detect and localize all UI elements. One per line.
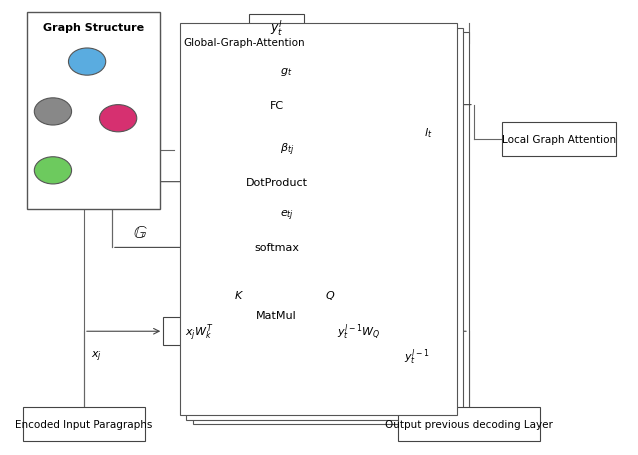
FancyBboxPatch shape [236,90,317,121]
Text: $\mathbb{G}$: $\mathbb{G}$ [133,223,147,241]
Text: $K$: $K$ [234,288,244,300]
FancyBboxPatch shape [501,122,616,156]
Text: $y_t^{l-1}$: $y_t^{l-1}$ [403,347,429,366]
FancyBboxPatch shape [186,29,463,420]
FancyBboxPatch shape [397,407,540,441]
Circle shape [68,49,106,76]
Text: softmax: softmax [254,243,299,253]
FancyBboxPatch shape [236,233,317,263]
Text: Graph Structure: Graph Structure [43,23,144,33]
Text: FC: FC [269,101,283,111]
Text: $y_t^{l-1} W_Q$: $y_t^{l-1} W_Q$ [337,322,380,341]
Text: $g_t$: $g_t$ [279,66,292,77]
Text: Output previous decoding Layer: Output previous decoding Layer [385,419,553,429]
FancyBboxPatch shape [163,318,235,345]
FancyBboxPatch shape [180,24,457,415]
Text: $x_j W_k^T$: $x_j W_k^T$ [184,321,213,342]
Text: $e_{tj}$: $e_{tj}$ [279,208,293,222]
Text: Encoded Input Paragraphs: Encoded Input Paragraphs [15,419,152,429]
FancyBboxPatch shape [193,33,469,424]
Text: $x_j$: $x_j$ [91,349,102,364]
FancyBboxPatch shape [249,15,304,42]
Text: MatMul: MatMul [256,311,297,321]
Text: $\beta_{tj}$: $\beta_{tj}$ [279,141,294,157]
Circle shape [100,106,137,132]
FancyBboxPatch shape [236,300,317,331]
FancyBboxPatch shape [236,167,317,197]
Text: $Q$: $Q$ [325,288,335,301]
Text: $l_t$: $l_t$ [424,126,433,139]
Text: DotProduct: DotProduct [246,177,308,187]
FancyBboxPatch shape [323,318,394,345]
Circle shape [34,157,71,185]
FancyBboxPatch shape [27,13,160,209]
Circle shape [34,99,71,126]
Text: $y_t^l$: $y_t^l$ [270,19,283,38]
Text: Local Graph Attention: Local Graph Attention [502,134,616,144]
FancyBboxPatch shape [24,407,145,441]
Text: Global-Graph-Attention: Global-Graph-Attention [183,38,305,47]
